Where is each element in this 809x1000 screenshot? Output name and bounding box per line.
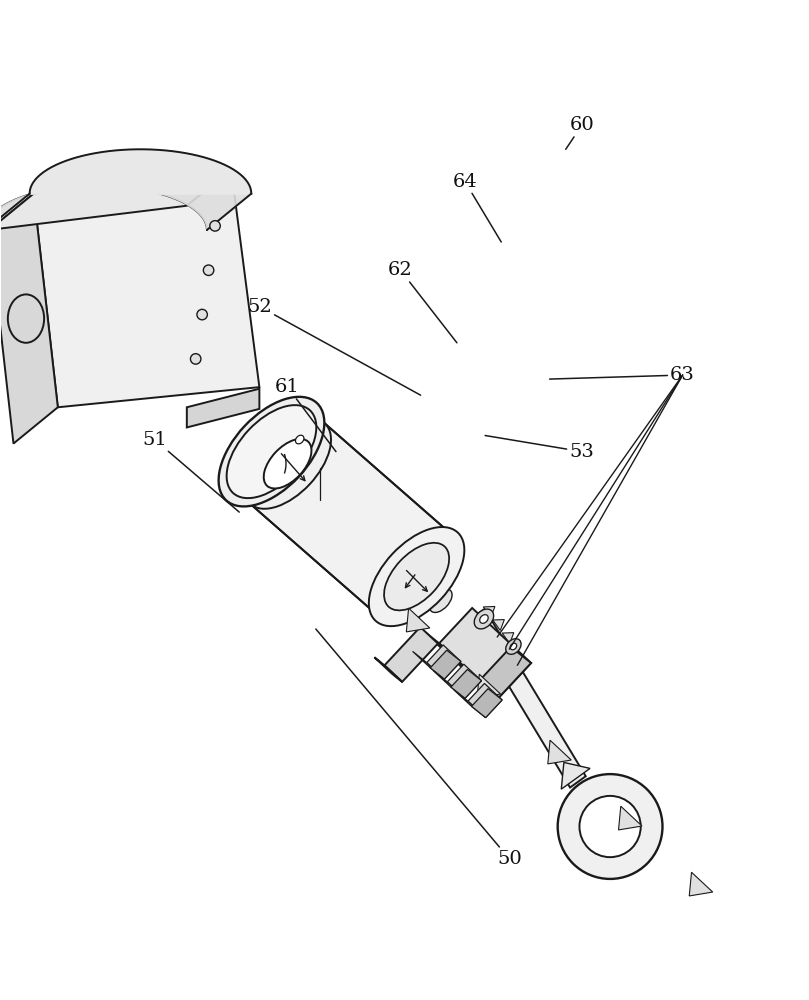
Polygon shape	[426, 645, 461, 679]
Polygon shape	[419, 627, 498, 698]
Polygon shape	[472, 689, 502, 718]
Ellipse shape	[203, 265, 214, 275]
Polygon shape	[406, 608, 430, 632]
Ellipse shape	[210, 221, 220, 231]
Ellipse shape	[295, 435, 304, 444]
Ellipse shape	[244, 419, 331, 509]
Polygon shape	[384, 627, 438, 682]
Polygon shape	[250, 424, 454, 617]
Ellipse shape	[506, 639, 521, 654]
Ellipse shape	[480, 615, 488, 623]
Ellipse shape	[510, 643, 517, 650]
Ellipse shape	[190, 354, 201, 364]
Polygon shape	[447, 664, 481, 698]
Polygon shape	[469, 609, 586, 788]
Polygon shape	[375, 657, 402, 682]
Ellipse shape	[430, 589, 452, 612]
Text: 53: 53	[485, 436, 595, 461]
Text: 60: 60	[565, 116, 595, 149]
Polygon shape	[439, 608, 531, 698]
Polygon shape	[689, 872, 713, 896]
Polygon shape	[433, 671, 465, 698]
Polygon shape	[454, 690, 485, 718]
Polygon shape	[0, 149, 252, 230]
Ellipse shape	[557, 774, 663, 879]
Ellipse shape	[369, 527, 464, 626]
Polygon shape	[561, 762, 590, 789]
Polygon shape	[451, 669, 481, 698]
Polygon shape	[483, 606, 495, 617]
Text: 63: 63	[549, 366, 695, 384]
Ellipse shape	[384, 543, 449, 610]
Polygon shape	[478, 647, 531, 698]
Text: 61: 61	[275, 378, 336, 452]
Ellipse shape	[197, 309, 207, 320]
Polygon shape	[413, 651, 444, 679]
Ellipse shape	[264, 439, 311, 488]
Ellipse shape	[227, 405, 316, 498]
Ellipse shape	[579, 796, 641, 857]
Polygon shape	[430, 650, 461, 679]
Polygon shape	[0, 194, 57, 444]
Polygon shape	[493, 620, 504, 630]
Text: 50: 50	[316, 629, 522, 868]
Ellipse shape	[474, 609, 493, 629]
Polygon shape	[619, 806, 642, 830]
Ellipse shape	[218, 397, 324, 506]
Polygon shape	[548, 740, 571, 764]
Polygon shape	[502, 633, 514, 644]
Ellipse shape	[8, 294, 44, 343]
Text: 62: 62	[388, 261, 457, 343]
Polygon shape	[468, 683, 502, 718]
Polygon shape	[34, 169, 260, 407]
Text: 64: 64	[452, 173, 502, 242]
Polygon shape	[477, 674, 501, 698]
Polygon shape	[187, 389, 260, 427]
Text: 52: 52	[247, 298, 421, 395]
Text: 51: 51	[142, 431, 239, 512]
Polygon shape	[0, 169, 231, 230]
